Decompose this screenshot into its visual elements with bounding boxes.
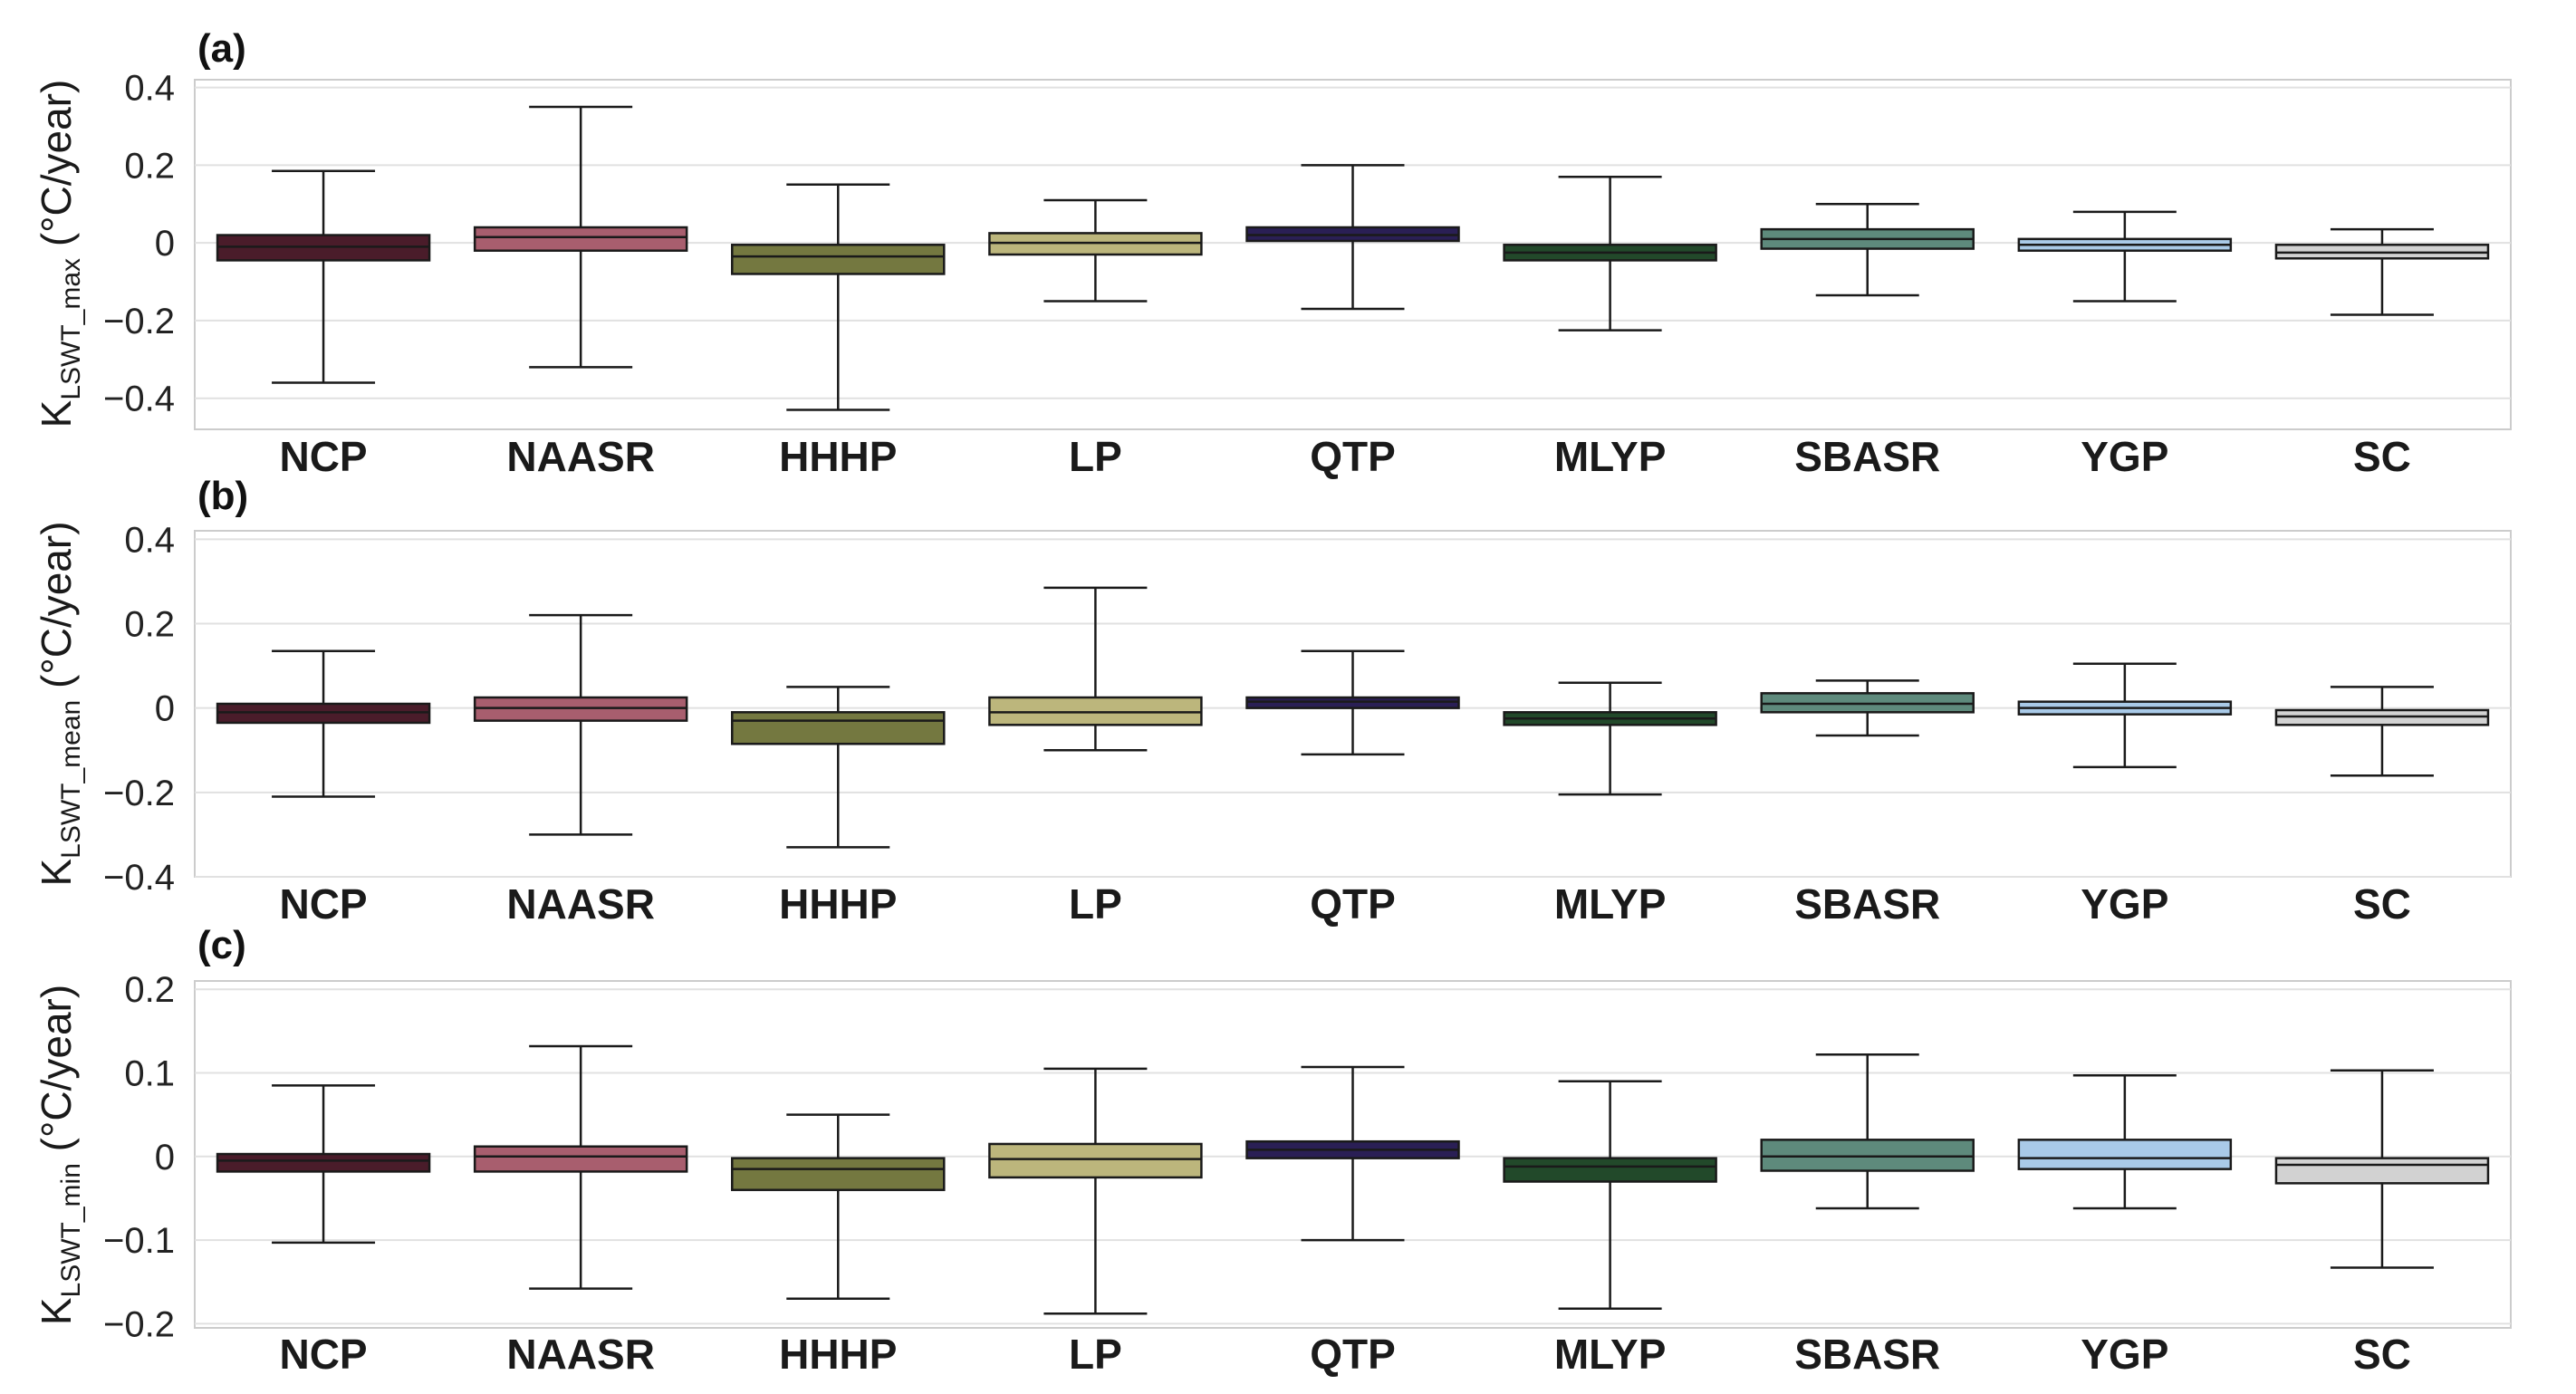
y-tick-label: 0.2 xyxy=(124,970,175,1010)
y-axis-label-unit: (°C/year) xyxy=(33,985,80,1163)
iqr-box xyxy=(216,1152,431,1173)
box-ygp xyxy=(2017,1074,2233,1210)
category-label: NCP xyxy=(279,880,367,928)
box-sbasr xyxy=(1760,679,1975,737)
box-ncp xyxy=(216,169,431,384)
y-tick-label: −0.2 xyxy=(103,1304,175,1344)
category-label: HHHP xyxy=(779,1331,897,1378)
box-lp xyxy=(988,586,1203,752)
category-label: YGP xyxy=(2081,1331,2168,1378)
y-axis-label-unit: (°C/year) xyxy=(33,521,80,699)
box-qtp xyxy=(1245,164,1460,311)
iqr-box xyxy=(988,1142,1203,1179)
box-mlyp xyxy=(1503,1080,1717,1311)
category-label: LP xyxy=(1069,1331,1122,1378)
y-axis-label-main: K xyxy=(33,1297,80,1325)
y-axis-label-subscript: LSWT_mean xyxy=(56,700,86,859)
category-label: QTP xyxy=(1310,880,1396,928)
box-qtp xyxy=(1245,1065,1460,1242)
iqr-box xyxy=(731,244,946,275)
category-label: SBASR xyxy=(1794,880,1940,928)
category-label: YGP xyxy=(2081,880,2168,928)
box-hhhp xyxy=(731,1113,946,1300)
y-axis-label: KLSWT_max (°C/year) xyxy=(33,80,86,428)
category-label: MLYP xyxy=(1554,880,1667,928)
panel-label: (c) xyxy=(197,923,246,967)
y-tick-label: 0.4 xyxy=(124,69,175,109)
y-axis-label-subscript: LSWT_min xyxy=(56,1163,86,1297)
iqr-box xyxy=(2274,1157,2490,1185)
category-label: NAASR xyxy=(506,433,655,480)
iqr-box xyxy=(731,1157,946,1191)
panel-a: −0.4 −0.2 0 0.2 0.4 NCP NAASR HHHP LP QTP MLYP SBAS… xyxy=(33,26,2512,480)
category-label: SBASR xyxy=(1794,1331,1940,1378)
iqr-box xyxy=(473,226,688,252)
box-naasr xyxy=(473,105,688,369)
box-ncp xyxy=(216,1084,431,1245)
box-naasr xyxy=(473,1044,688,1290)
box-ygp xyxy=(2017,662,2233,769)
category-label: NAASR xyxy=(506,880,655,928)
category-label: SC xyxy=(2353,1331,2411,1378)
category-label: NAASR xyxy=(506,1331,655,1378)
category-label: QTP xyxy=(1310,433,1396,480)
box-ygp xyxy=(2017,210,2233,303)
panel-c: −0.2 −0.1 0 0.1 0.2 NCP NAASR HHHP LP QTP MLYP SBAS… xyxy=(33,923,2512,1378)
y-axis-label: KLSWT_min (°C/year) xyxy=(33,985,86,1325)
y-axis-label-main: K xyxy=(33,399,80,428)
category-label: YGP xyxy=(2081,433,2168,480)
category-label: NCP xyxy=(279,433,367,480)
category-label: NCP xyxy=(279,1331,367,1378)
y-tick-label: −0.2 xyxy=(103,774,175,813)
panel-b: −0.4 −0.2 0 0.2 0.4 NCP NAASR HHHP LP QTP MLYP SBAS… xyxy=(33,474,2512,928)
iqr-box xyxy=(2017,1139,2233,1170)
box-sc xyxy=(2274,1069,2490,1269)
box-naasr xyxy=(473,613,688,836)
box-sc xyxy=(2274,227,2490,316)
category-label: SBASR xyxy=(1794,433,1940,480)
iqr-box xyxy=(1503,1157,1717,1183)
y-tick-label: 0.4 xyxy=(124,520,175,560)
box-sbasr xyxy=(1760,1053,1975,1210)
box-hhhp xyxy=(731,686,946,849)
category-label: MLYP xyxy=(1554,433,1667,480)
y-axis-label-subscript: LSWT_max xyxy=(56,258,86,400)
category-label: SC xyxy=(2353,433,2411,480)
category-label: QTP xyxy=(1310,1331,1396,1378)
y-tick-label: 0 xyxy=(155,1138,175,1178)
box-hhhp xyxy=(731,183,946,411)
box-sc xyxy=(2274,686,2490,777)
category-label: SC xyxy=(2353,880,2411,928)
category-label: HHHP xyxy=(779,433,897,480)
y-tick-label: −0.4 xyxy=(103,858,175,898)
y-tick-label: 0 xyxy=(155,224,175,264)
iqr-box xyxy=(1760,1139,1975,1172)
y-tick-label: −0.2 xyxy=(103,302,175,341)
box-mlyp xyxy=(1503,175,1717,332)
y-axis-label: KLSWT_mean (°C/year) xyxy=(33,521,86,886)
y-axis-label-unit: (°C/year) xyxy=(33,80,80,258)
y-tick-label: 0.2 xyxy=(124,604,175,644)
y-tick-label: −0.1 xyxy=(103,1221,175,1261)
box-mlyp xyxy=(1503,681,1717,796)
box-sbasr xyxy=(1760,202,1975,297)
y-tick-label: 0 xyxy=(155,689,175,729)
box-lp xyxy=(988,198,1203,303)
category-label: HHHP xyxy=(779,880,897,928)
category-label: MLYP xyxy=(1554,1331,1667,1378)
panel-label: (b) xyxy=(197,474,248,518)
box-ncp xyxy=(216,649,431,798)
y-tick-label: −0.4 xyxy=(103,380,175,419)
y-axis-label-main: K xyxy=(33,859,80,887)
panel-label: (a) xyxy=(197,26,246,71)
category-label: LP xyxy=(1069,433,1122,480)
category-label: LP xyxy=(1069,880,1122,928)
y-tick-label: 0.1 xyxy=(124,1054,175,1094)
y-tick-label: 0.2 xyxy=(124,146,175,186)
box-qtp xyxy=(1245,649,1460,756)
iqr-box xyxy=(473,1145,688,1173)
iqr-box xyxy=(731,711,946,745)
box-lp xyxy=(988,1067,1203,1315)
